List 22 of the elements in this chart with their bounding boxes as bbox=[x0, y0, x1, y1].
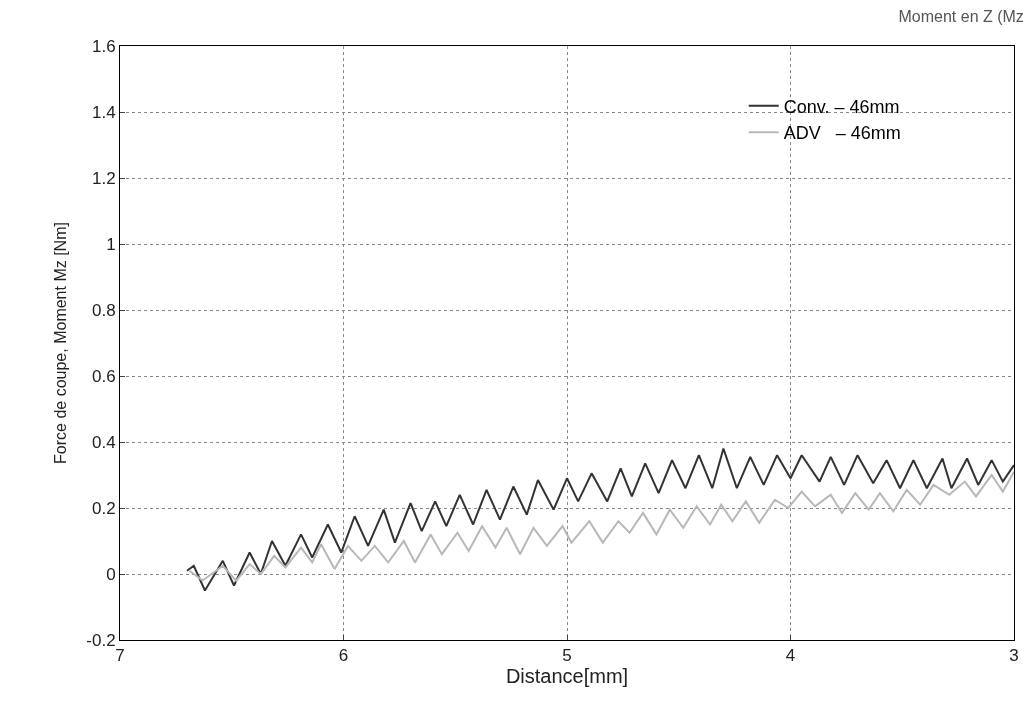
legend-label: ADV – 46mm bbox=[783, 123, 901, 144]
x-tick-label: 7 bbox=[115, 646, 125, 666]
y-tick-label: 0 bbox=[106, 564, 116, 584]
y-tick-label: 1.4 bbox=[91, 102, 116, 122]
x-tick-label: 3 bbox=[1009, 646, 1019, 666]
y-tick-label: 0.4 bbox=[91, 432, 116, 452]
legend-label: Conv. – 46mm bbox=[783, 96, 900, 117]
line-series bbox=[188, 470, 1014, 582]
y-axis-title: Force de coupe, Moment Mz [Nm] bbox=[52, 222, 70, 464]
x-tick-label: 4 bbox=[785, 646, 796, 666]
y-tick-label: 1.6 bbox=[91, 36, 116, 56]
y-tick-label: 0.6 bbox=[91, 366, 116, 386]
x-tick-label: 5 bbox=[562, 646, 572, 666]
y-tick-label: 1 bbox=[106, 234, 116, 254]
chart-title: Moment en Z (Mz bbox=[898, 7, 1024, 25]
y-tick-label: 0.8 bbox=[91, 300, 116, 320]
y-tick-label: 0.2 bbox=[91, 498, 116, 518]
y-tick-label: 1.2 bbox=[91, 168, 116, 188]
line-series bbox=[186, 447, 1014, 592]
x-axis-title: Distance[mm] bbox=[505, 665, 629, 688]
x-tick-label: 6 bbox=[338, 646, 349, 666]
y-tick-label: -0.2 bbox=[86, 630, 116, 650]
